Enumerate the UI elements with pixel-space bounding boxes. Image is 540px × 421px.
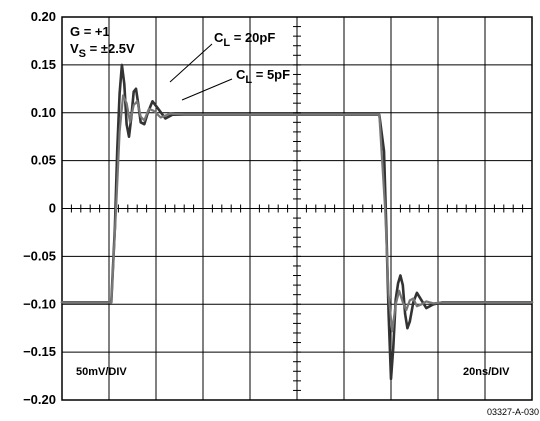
gain-label: G = +1 (70, 24, 110, 39)
y-tick-label: −0.20 (23, 392, 56, 407)
supply-label: VS = ±2.5V (70, 41, 135, 60)
cl5-leader-line (181, 78, 233, 101)
traces (60, 63, 534, 381)
y-tick-label: −0.15 (23, 344, 56, 359)
horizontal-scale-label: 20ns/DIV (463, 366, 510, 378)
y-tick-label: −0.05 (23, 248, 56, 263)
y-tick-label: 0 (49, 201, 56, 216)
cl20-leader-line (169, 43, 213, 83)
cl20-label: CL = 20pF (214, 30, 275, 49)
y-tick-labels: 0.20 0.15 0.10 0.05 0 −0.05 −0.10 −0.15 −0.20 (23, 9, 56, 407)
y-tick-label: −0.10 (23, 296, 56, 311)
y-tick-label: 0.10 (31, 105, 56, 120)
vertical-scale-label: 50mV/DIV (76, 366, 127, 378)
y-tick-label: 0.05 (31, 153, 56, 168)
center-axes (61, 16, 533, 401)
y-tick-label: 0.20 (31, 9, 56, 24)
figure-id: 03327-A-030 (487, 407, 539, 417)
cl5-label: CL = 5pF (236, 67, 290, 86)
y-tick-label: 0.15 (31, 57, 56, 72)
trace-cl-5pf (60, 94, 534, 333)
